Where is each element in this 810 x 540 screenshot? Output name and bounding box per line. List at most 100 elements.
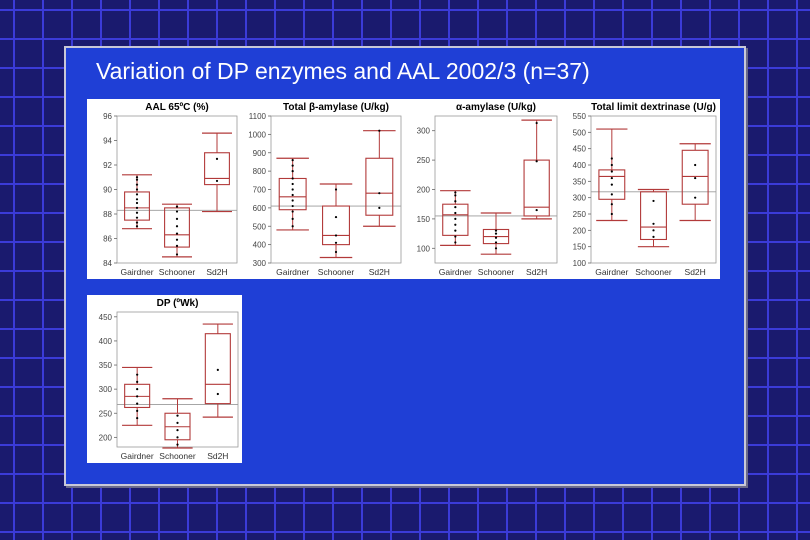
data-point bbox=[135, 221, 139, 224]
box bbox=[204, 333, 231, 405]
category-label: Sd2H bbox=[206, 267, 227, 277]
y-tick-label: 450 bbox=[573, 145, 587, 154]
data-point bbox=[454, 235, 457, 238]
y-tick-label: 700 bbox=[253, 186, 267, 195]
data-point bbox=[378, 206, 381, 209]
y-tick-label: 400 bbox=[573, 161, 587, 170]
data-point bbox=[135, 216, 139, 219]
data-point bbox=[216, 392, 219, 396]
box bbox=[164, 207, 190, 248]
category-label: Gairdner bbox=[439, 267, 472, 277]
data-point bbox=[610, 163, 613, 167]
chart-title: Total β-amylase (U/kg) bbox=[283, 102, 389, 113]
data-point bbox=[494, 247, 498, 250]
plot-frame bbox=[434, 115, 558, 264]
category-label: Schooner bbox=[318, 267, 355, 277]
chart-aal: AAL 65ºC (%) 84 86 88 90 92 94 96 Gairdner Schoon… bbox=[87, 99, 241, 279]
data-point bbox=[291, 182, 294, 186]
category-label: Gairdner bbox=[120, 267, 153, 277]
y-tick-label: 92 bbox=[103, 161, 112, 170]
data-point bbox=[175, 225, 179, 228]
y-tick-label: 88 bbox=[103, 210, 112, 219]
chart-title: Total limit dextrinase (U/g) bbox=[591, 102, 716, 113]
box bbox=[640, 191, 667, 241]
data-point bbox=[610, 212, 613, 216]
data-point bbox=[454, 206, 457, 209]
data-point bbox=[652, 229, 655, 232]
y-tick-label: 1100 bbox=[249, 112, 267, 121]
chart-alpha-amylase: α-amylase (U/kg) 100 150 200 250 300 Gairdner S… bbox=[405, 99, 561, 279]
data-point bbox=[215, 157, 219, 160]
data-point bbox=[535, 160, 538, 163]
y-tick-label: 600 bbox=[253, 204, 267, 213]
data-point bbox=[135, 198, 139, 201]
data-point bbox=[291, 217, 294, 220]
data-point bbox=[454, 217, 457, 220]
y-tick-label: 400 bbox=[253, 241, 267, 250]
data-point bbox=[136, 402, 139, 405]
data-point bbox=[136, 373, 139, 376]
data-point bbox=[136, 409, 139, 412]
y-tick-label: 86 bbox=[103, 235, 112, 244]
data-point bbox=[610, 157, 613, 160]
category-label: Gairdner bbox=[276, 267, 309, 277]
data-point bbox=[494, 241, 498, 244]
category-label: Schooner bbox=[159, 267, 196, 277]
data-point bbox=[136, 380, 139, 384]
data-point bbox=[494, 229, 498, 232]
category-label: Gairdner bbox=[595, 267, 628, 277]
y-tick-label: 96 bbox=[103, 112, 112, 121]
data-point bbox=[135, 201, 139, 205]
data-point bbox=[136, 388, 139, 391]
data-point bbox=[610, 193, 613, 196]
data-point bbox=[610, 183, 613, 186]
box bbox=[681, 149, 709, 205]
data-point bbox=[216, 368, 219, 371]
y-tick-label: 150 bbox=[573, 243, 587, 252]
data-point bbox=[652, 199, 655, 203]
data-point bbox=[176, 429, 179, 432]
category-label: Sd2H bbox=[207, 451, 228, 461]
chart-limit-dextrinase: Total limit dextrinase (U/g) 100 150 200 250… bbox=[561, 99, 720, 279]
box bbox=[365, 157, 394, 216]
box bbox=[523, 159, 550, 217]
category-label: Schooner bbox=[635, 267, 672, 277]
data-point bbox=[535, 208, 538, 212]
data-point bbox=[454, 229, 457, 232]
y-tick-label: 500 bbox=[253, 222, 267, 231]
data-point bbox=[454, 191, 457, 194]
y-tick-label: 300 bbox=[417, 127, 431, 136]
data-point bbox=[175, 253, 179, 256]
box bbox=[442, 203, 469, 236]
data-point bbox=[694, 163, 697, 167]
data-point bbox=[334, 188, 338, 191]
category-label: Schooner bbox=[159, 451, 196, 461]
chart-alpha-amylase-plot: α-amylase (U/kg) 100 150 200 250 300 Gairdner S… bbox=[417, 102, 558, 277]
data-point bbox=[694, 176, 697, 180]
data-point bbox=[694, 196, 697, 199]
slide-title: Variation of DP enzymes and AAL 2002/3 (… bbox=[96, 58, 590, 84]
plot-frame bbox=[116, 115, 238, 264]
data-point bbox=[291, 159, 294, 162]
data-point bbox=[291, 177, 294, 180]
y-tick-label: 300 bbox=[99, 385, 113, 394]
data-point bbox=[175, 238, 179, 241]
y-tick-label: 250 bbox=[99, 409, 113, 418]
box bbox=[204, 152, 230, 186]
y-tick-label: 400 bbox=[99, 337, 113, 346]
data-point bbox=[610, 176, 613, 180]
data-point bbox=[378, 129, 381, 132]
y-tick-label: 900 bbox=[253, 149, 267, 158]
data-point bbox=[135, 178, 139, 181]
y-tick-label: 150 bbox=[417, 215, 431, 224]
data-point bbox=[454, 200, 457, 203]
data-point bbox=[175, 232, 179, 235]
data-point bbox=[378, 192, 381, 195]
y-tick-label: 800 bbox=[253, 167, 267, 176]
chart-aal-plot: AAL 65ºC (%) 84 86 88 90 92 94 96 Gairdner Schoon… bbox=[103, 102, 238, 277]
data-point bbox=[176, 421, 179, 424]
data-point bbox=[136, 416, 139, 420]
chart-dp: DP (ºWk) 200 250 300 350 400 450 Gairdner Schoon… bbox=[87, 295, 242, 463]
data-point bbox=[215, 179, 219, 183]
category-label: Sd2H bbox=[369, 267, 390, 277]
